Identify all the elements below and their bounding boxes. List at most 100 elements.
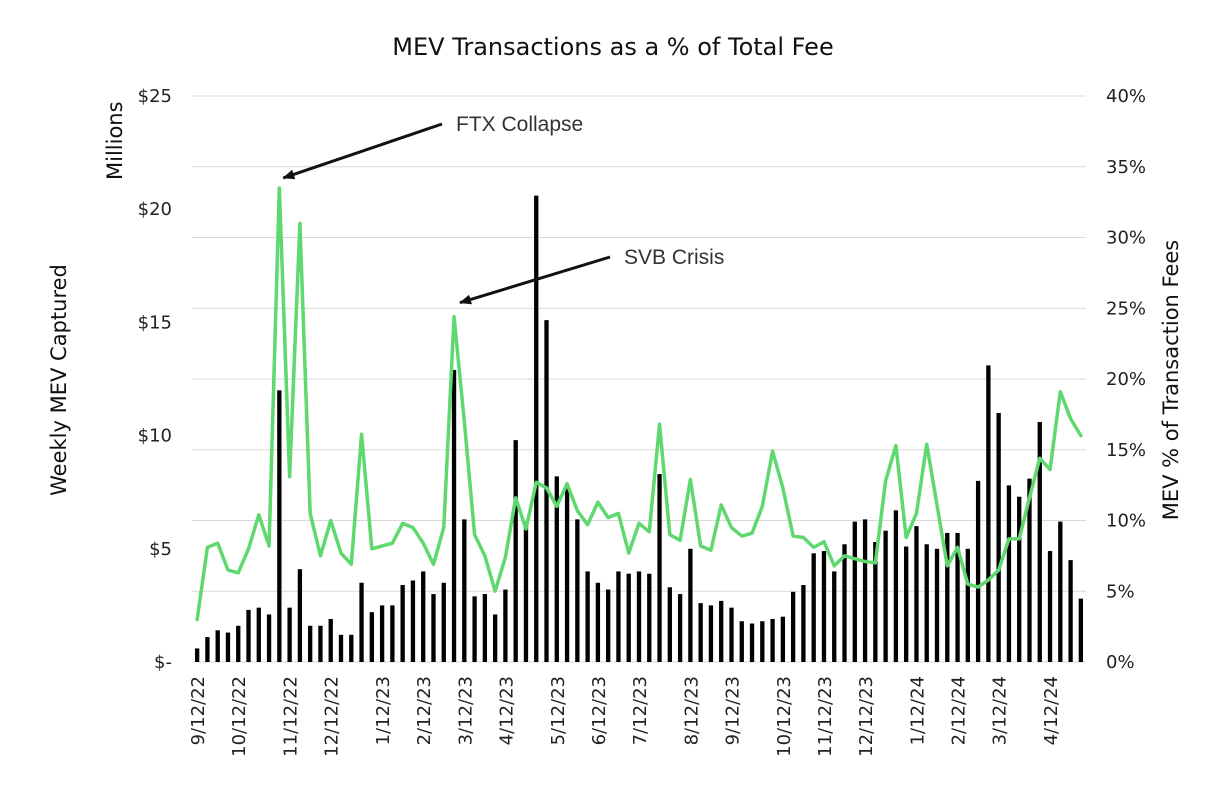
bar <box>205 637 210 662</box>
x-tick-label: 5/12/23 <box>548 676 569 745</box>
right-axis-ticks: 0% 5% 10% 15% 20% 25% 30% 35% 40% <box>1106 86 1146 673</box>
x-tick-label: 12/12/22 <box>322 676 343 757</box>
bar <box>986 365 991 662</box>
annotation-label: SVB Crisis <box>624 246 724 269</box>
bar <box>893 510 899 662</box>
x-tick-label: 3/12/24 <box>990 676 1011 745</box>
bar <box>821 551 827 662</box>
x-tick-label: 7/12/23 <box>630 676 651 745</box>
bar <box>1027 478 1032 662</box>
right-tick-label: 0% <box>1106 652 1135 673</box>
bar <box>369 612 374 662</box>
x-tick-label: 4/12/23 <box>496 676 517 745</box>
x-tick-label: 2/12/24 <box>949 676 970 745</box>
bar <box>215 630 220 662</box>
annotations: FTX Collapse SVB Crisis <box>282 113 724 305</box>
left-tick-label: $- <box>154 652 172 673</box>
x-axis-ticks: 9/12/22 10/12/22 11/12/22 12/12/22 1/12/23 2/… <box>188 676 1062 757</box>
x-tick-label: 10/12/23 <box>774 676 795 757</box>
bar <box>780 616 786 662</box>
bar <box>873 542 878 662</box>
bar <box>421 571 426 662</box>
left-axis-ticks: $- $5 $10 $15 $20 $25 <box>138 86 172 673</box>
bar <box>564 485 570 662</box>
bar <box>390 605 395 662</box>
bar <box>338 634 344 662</box>
right-tick-label: 15% <box>1106 440 1146 461</box>
bar <box>308 625 313 662</box>
right-tick-label: 30% <box>1106 228 1146 249</box>
left-tick-label: $5 <box>149 539 172 560</box>
bar <box>246 609 251 662</box>
left-tick-label: $15 <box>138 312 172 333</box>
bar <box>503 589 508 662</box>
left-tick-label: $20 <box>138 199 172 220</box>
bar <box>975 480 981 662</box>
bar <box>914 526 919 662</box>
x-tick-label: 11/12/23 <box>815 676 836 757</box>
bar <box>462 519 467 662</box>
bar <box>472 596 477 662</box>
bar <box>739 621 744 662</box>
x-tick-label: 9/12/23 <box>722 676 743 745</box>
bar <box>287 607 292 662</box>
bar <box>1068 560 1073 662</box>
bar-series <box>194 195 1084 662</box>
x-tick-label: 11/12/22 <box>281 676 302 757</box>
bar <box>852 521 857 662</box>
bar <box>770 618 775 662</box>
left-axis-title: Weekly MEV Captured <box>47 264 71 496</box>
annotation-label: FTX Collapse <box>456 113 583 136</box>
bar <box>667 587 672 662</box>
left-tick-label: $25 <box>138 86 172 107</box>
bar <box>328 618 333 662</box>
bar <box>523 521 529 662</box>
bar <box>904 546 909 662</box>
gridlines <box>192 95 1086 663</box>
bar <box>677 594 683 662</box>
bar <box>349 634 354 662</box>
bar <box>256 607 261 662</box>
bar <box>708 605 714 662</box>
bar <box>410 580 416 662</box>
bar <box>1058 521 1063 662</box>
x-tick-label: 1/12/24 <box>907 676 928 745</box>
right-tick-label: 35% <box>1106 157 1146 178</box>
bar <box>760 621 765 662</box>
right-tick-label: 10% <box>1106 511 1146 532</box>
bar <box>225 632 231 662</box>
bar <box>647 573 652 662</box>
chart-title: MEV Transactions as a % of Total Fee <box>392 33 833 61</box>
bar <box>790 591 796 662</box>
x-tick-label: 6/12/23 <box>589 676 610 745</box>
bar <box>996 412 1001 662</box>
annotation-arrow <box>459 255 611 305</box>
line-series <box>195 186 1083 622</box>
bar <box>451 369 457 662</box>
bar <box>595 582 601 662</box>
bar <box>729 607 734 662</box>
bar <box>513 440 518 662</box>
bar <box>379 605 385 662</box>
bar <box>1037 422 1042 662</box>
bar <box>1047 551 1053 662</box>
x-tick-label: 10/12/22 <box>229 676 250 757</box>
bar <box>236 625 241 662</box>
x-tick-label: 9/12/22 <box>188 676 209 745</box>
bar <box>626 573 631 662</box>
annotation-arrow <box>282 122 443 180</box>
left-axis-unit: Millions <box>103 101 127 180</box>
right-tick-label: 5% <box>1106 581 1135 602</box>
bar <box>318 625 323 662</box>
bar <box>883 530 888 662</box>
bar <box>194 648 200 662</box>
x-tick-label: 8/12/23 <box>681 676 702 745</box>
bar <box>400 585 405 662</box>
bar <box>585 571 590 662</box>
bar <box>955 532 960 662</box>
bar <box>266 614 272 662</box>
bar <box>934 548 940 662</box>
bar <box>749 623 755 662</box>
bar <box>719 600 724 662</box>
